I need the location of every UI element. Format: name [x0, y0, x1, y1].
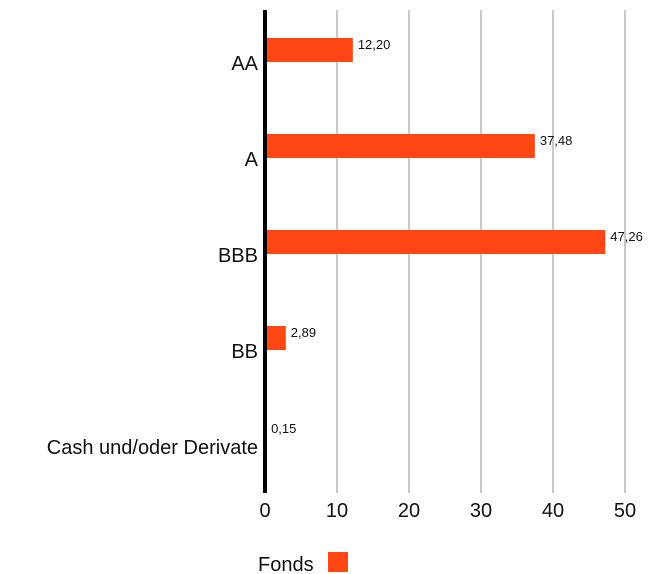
data-label: 37,48	[540, 133, 573, 148]
category-label: A	[245, 149, 259, 171]
bar	[265, 38, 353, 62]
x-tick-label: 0	[259, 500, 270, 522]
x-tick-label: 30	[470, 500, 492, 522]
x-tick-label: 10	[326, 500, 348, 522]
data-label: 0,15	[271, 421, 296, 436]
category-label: BB	[231, 341, 258, 363]
data-labels: 12,20 37,48 47,26 2,89 0,15	[271, 37, 643, 436]
category-label: AA	[231, 53, 258, 75]
bar	[265, 134, 535, 158]
x-tick-labels: 0 10 20 30 40 50	[259, 500, 636, 522]
legend: Fonds	[258, 552, 348, 574]
legend-swatch-fonds	[328, 552, 348, 572]
bars	[265, 38, 606, 446]
x-tick-label: 40	[542, 500, 564, 522]
data-label: 2,89	[291, 325, 316, 340]
legend-label-fonds: Fonds	[258, 554, 314, 574]
data-label: 12,20	[358, 37, 391, 52]
data-label: 47,26	[610, 229, 643, 244]
bar	[265, 326, 286, 350]
bar	[265, 230, 606, 254]
category-label: Cash und/oder Derivate	[47, 437, 258, 459]
x-tick-label: 20	[398, 500, 420, 522]
category-label: BBB	[218, 245, 258, 267]
x-tick-label: 50	[614, 500, 636, 522]
